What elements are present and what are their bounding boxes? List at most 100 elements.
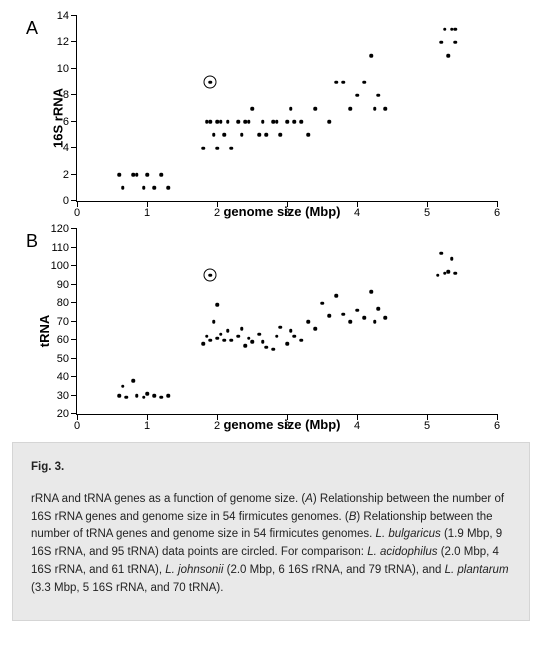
circled-point — [204, 76, 217, 89]
y-tick-label: 20 — [43, 408, 77, 420]
y-tick-label: 14 — [43, 10, 77, 22]
data-point — [261, 120, 265, 124]
data-point — [222, 338, 226, 342]
data-point — [313, 327, 317, 331]
x-tick-label: 6 — [494, 201, 500, 219]
data-point — [243, 344, 247, 348]
data-point — [264, 346, 268, 350]
y-tick-label: 80 — [43, 297, 77, 309]
y-tick-label: 12 — [43, 36, 77, 48]
chart-b-plot: 20304050607080901001101200123456 — [76, 229, 497, 415]
data-point — [166, 186, 170, 190]
caption-title: Fig. 3. — [31, 459, 511, 477]
data-point — [355, 94, 359, 98]
data-point — [453, 41, 457, 45]
data-point — [439, 41, 443, 45]
data-point — [264, 133, 268, 137]
data-point — [212, 320, 216, 324]
x-tick-label: 1 — [144, 414, 150, 432]
data-point — [278, 325, 282, 329]
data-point — [257, 333, 261, 337]
data-point — [355, 309, 359, 313]
data-point — [236, 120, 240, 124]
y-tick-label: 4 — [43, 142, 77, 154]
data-point — [226, 120, 230, 124]
data-point — [278, 133, 282, 137]
data-point — [383, 107, 387, 111]
data-point — [226, 329, 230, 333]
x-tick-label: 2 — [214, 201, 220, 219]
y-tick-label: 110 — [43, 242, 77, 254]
data-point — [341, 80, 345, 84]
data-point — [446, 54, 450, 58]
data-point — [201, 146, 205, 150]
x-tick-label: 5 — [424, 201, 430, 219]
x-tick-label: 4 — [354, 201, 360, 219]
panel-b-label: B — [26, 231, 38, 252]
data-point — [292, 120, 296, 124]
data-point — [285, 120, 289, 124]
data-point — [166, 394, 170, 398]
data-point — [306, 320, 310, 324]
data-point — [362, 80, 366, 84]
x-tick-label: 3 — [284, 414, 290, 432]
data-point — [145, 173, 149, 177]
x-tick-label: 4 — [354, 414, 360, 432]
data-point — [320, 301, 324, 305]
data-point — [219, 333, 223, 337]
data-point — [135, 394, 139, 398]
x-tick-label: 2 — [214, 414, 220, 432]
data-point — [275, 335, 279, 339]
data-point — [205, 335, 209, 339]
circled-point — [204, 269, 217, 282]
data-point — [131, 379, 135, 383]
data-point — [369, 290, 373, 294]
data-point — [152, 394, 156, 398]
data-point — [152, 186, 156, 190]
chart-a-block: A 16S rRNA 024681012140123456 genome siz… — [12, 16, 530, 219]
data-point — [121, 385, 125, 389]
data-point — [229, 338, 233, 342]
data-point — [285, 342, 289, 346]
data-point — [117, 173, 121, 177]
data-point — [373, 107, 377, 111]
y-tick-label: 0 — [43, 195, 77, 207]
data-point — [261, 340, 265, 344]
y-tick-label: 2 — [43, 169, 77, 181]
data-point — [292, 335, 296, 339]
data-point — [334, 294, 338, 298]
data-point — [299, 120, 303, 124]
data-point — [250, 107, 254, 111]
data-point — [362, 316, 366, 320]
data-point — [327, 120, 331, 124]
data-point — [145, 392, 149, 396]
x-tick-label: 5 — [424, 414, 430, 432]
x-tick-label: 0 — [74, 414, 80, 432]
data-point — [135, 173, 139, 177]
data-point — [121, 186, 125, 190]
caption-body: rRNA and tRNA genes as a function of gen… — [31, 491, 511, 598]
data-point — [219, 120, 223, 124]
data-point — [306, 133, 310, 137]
panel-a-label: A — [26, 18, 38, 39]
data-point — [439, 251, 443, 255]
data-point — [240, 133, 244, 137]
y-tick-label: 60 — [43, 334, 77, 346]
data-point — [222, 133, 226, 137]
data-point — [313, 107, 317, 111]
data-point — [215, 336, 219, 340]
data-point — [348, 320, 352, 324]
data-point — [289, 107, 293, 111]
y-tick-label: 6 — [43, 116, 77, 128]
data-point — [201, 342, 205, 346]
data-point — [369, 54, 373, 58]
data-point — [450, 257, 454, 261]
data-point — [257, 133, 261, 137]
data-point — [240, 327, 244, 331]
y-tick-label: 8 — [43, 89, 77, 101]
data-point — [348, 107, 352, 111]
data-point — [383, 316, 387, 320]
data-point — [443, 27, 447, 31]
data-point — [376, 307, 380, 311]
data-point — [236, 335, 240, 339]
